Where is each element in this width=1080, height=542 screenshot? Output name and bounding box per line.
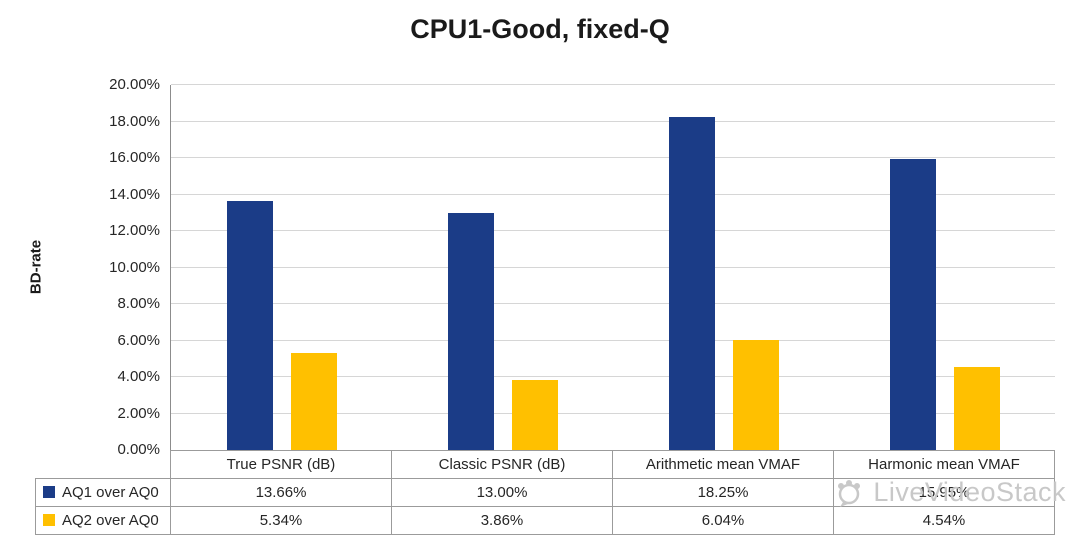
- y-tick-label: 0.00%: [117, 441, 160, 458]
- series-name: AQ1 over AQ0: [62, 484, 159, 501]
- gridline: [171, 120, 1055, 122]
- category-header-cell: Harmonic mean VMAF: [833, 450, 1055, 479]
- bar: [732, 339, 779, 450]
- y-tick-label: 8.00%: [117, 295, 160, 312]
- series-label-cell: AQ1 over AQ0: [35, 478, 171, 507]
- table-series-row: AQ1 over AQ0 13.66% 13.00% 18.25% 15.95%: [35, 478, 1055, 507]
- chart-title: CPU1-Good, fixed-Q: [410, 14, 670, 44]
- plot-area: [170, 84, 1055, 450]
- series-label-cell: AQ2 over AQ0: [35, 506, 171, 535]
- y-tick-label: 18.00%: [109, 112, 160, 130]
- legend-key-swatch: [43, 486, 55, 498]
- table-corner-cell: [36, 451, 171, 479]
- series-value-cell: 13.66%: [170, 478, 392, 507]
- series-value-cell: 13.00%: [391, 478, 613, 507]
- bar: [511, 379, 558, 450]
- y-tick-label: 12.00%: [109, 222, 160, 239]
- category-band: [613, 85, 834, 450]
- table-series-row: AQ2 over AQ0 5.34% 3.86% 6.04% 4.54%: [35, 506, 1055, 535]
- gridline: [171, 266, 1055, 268]
- series-value-cell: 5.34%: [170, 506, 392, 535]
- category-header-cell: True PSNR (dB): [170, 450, 392, 479]
- y-tick-label: 20.00%: [109, 76, 160, 93]
- bar: [226, 200, 273, 450]
- y-tick-label: 14.00%: [109, 185, 160, 203]
- legend-key-swatch: [43, 514, 55, 526]
- gridline: [171, 157, 1055, 158]
- bar: [290, 352, 337, 450]
- category-band: [834, 85, 1055, 450]
- series-value-cell: 15.95%: [833, 478, 1055, 507]
- y-tick-label: 2.00%: [117, 404, 160, 422]
- y-axis-tick-labels: 0.00% 2.00% 4.00% 6.00% 8.00% 10.00% 12.00% 14.…: [0, 76, 160, 458]
- bar-series-area: [171, 85, 1055, 450]
- bar: [668, 116, 715, 450]
- series-name: AQ2 over AQ0: [62, 512, 159, 529]
- y-tick-label: 6.00%: [117, 331, 160, 349]
- category-band: [171, 85, 392, 450]
- gridline: [171, 193, 1055, 195]
- table-header-row: True PSNR (dB) Classic PSNR (dB) Arithmeti…: [36, 450, 1055, 479]
- bar: [953, 367, 1000, 450]
- category-band: [392, 85, 613, 450]
- series-value-cell: 18.25%: [612, 478, 834, 507]
- series-value-cell: 4.54%: [833, 506, 1055, 535]
- y-tick-label: 4.00%: [117, 368, 160, 385]
- y-tick-label: 10.00%: [109, 258, 160, 276]
- gridline: [171, 230, 1055, 231]
- gridline: [171, 84, 1055, 85]
- gridline: [171, 303, 1055, 304]
- series-value-cell: 6.04%: [612, 506, 834, 535]
- gridline: [171, 412, 1055, 414]
- bar: [447, 212, 494, 450]
- gridlines: [171, 84, 1055, 450]
- category-header-cell: Arithmetic mean VMAF: [612, 450, 834, 479]
- series-value-cell: 3.86%: [391, 506, 613, 535]
- data-table: True PSNR (dB) Classic PSNR (dB) Arithmeti…: [35, 450, 1055, 535]
- bar: [889, 158, 936, 450]
- category-header-cell: Classic PSNR (dB): [391, 450, 613, 479]
- gridline: [171, 376, 1055, 377]
- y-tick-label: 16.00%: [109, 149, 160, 166]
- gridline: [171, 339, 1055, 341]
